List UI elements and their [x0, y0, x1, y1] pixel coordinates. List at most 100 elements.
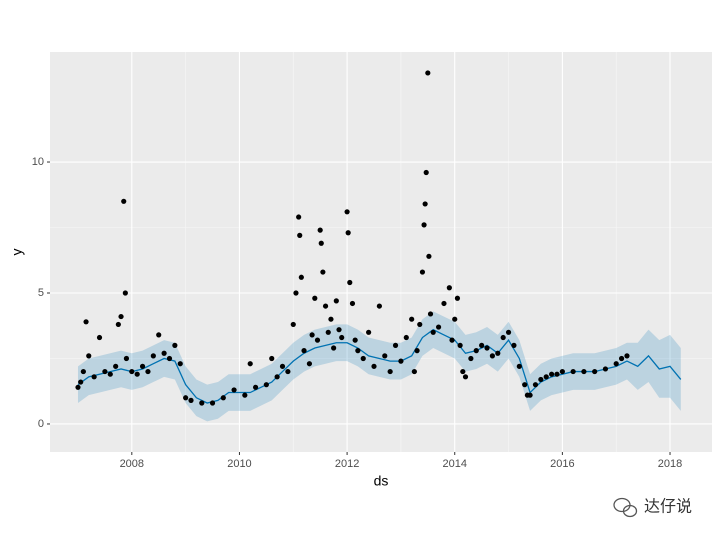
data-point	[231, 387, 237, 393]
data-point	[121, 198, 127, 204]
data-point	[344, 209, 350, 215]
data-point	[339, 334, 345, 341]
data-point	[252, 384, 259, 390]
data-point	[462, 374, 469, 380]
data-point	[78, 379, 84, 385]
data-point	[554, 371, 560, 377]
data-point	[527, 392, 533, 398]
data-point	[345, 230, 351, 236]
data-point	[522, 382, 528, 388]
data-point	[325, 329, 331, 335]
data-point	[247, 361, 253, 367]
watermark-icon	[613, 497, 638, 518]
data-point	[296, 214, 302, 220]
data-point	[441, 300, 447, 307]
marks	[75, 70, 682, 422]
data-point	[382, 353, 388, 359]
data-point	[398, 358, 404, 364]
data-point	[422, 201, 428, 207]
data-point	[495, 350, 501, 356]
data-point	[349, 300, 356, 307]
data-point	[333, 298, 339, 304]
data-point	[543, 374, 549, 380]
data-point	[269, 355, 275, 362]
data-point	[505, 329, 512, 335]
x-tick-label: 2014	[442, 458, 466, 470]
x-tick-label: 2010	[227, 458, 251, 470]
data-point	[306, 361, 313, 367]
data-point	[317, 227, 323, 233]
data-point	[613, 361, 619, 367]
data-point	[516, 363, 522, 369]
data-point	[75, 384, 81, 390]
data-point	[484, 345, 490, 351]
data-point	[414, 348, 420, 354]
data-point	[320, 269, 326, 275]
data-point	[421, 222, 427, 228]
data-point	[290, 321, 296, 328]
forecast-line	[77, 328, 682, 404]
data-point	[366, 329, 372, 335]
data-point	[570, 368, 576, 375]
data-point	[263, 382, 269, 388]
data-point	[581, 368, 587, 375]
data-point	[423, 169, 429, 176]
data-point	[549, 371, 555, 377]
data-point	[419, 269, 426, 275]
data-point	[425, 70, 431, 76]
data-point	[199, 400, 205, 406]
data-point	[209, 400, 216, 406]
data-point	[538, 376, 544, 383]
data-point	[96, 334, 103, 341]
data-point	[360, 355, 366, 362]
data-point	[314, 337, 321, 343]
y-tick-label: 10	[32, 156, 44, 168]
data-point	[392, 342, 399, 348]
data-point	[328, 316, 334, 322]
data-point	[129, 368, 135, 375]
data-point	[318, 240, 324, 246]
data-point	[83, 319, 89, 325]
data-point	[435, 324, 442, 330]
data-point	[403, 334, 409, 341]
data-point	[376, 303, 382, 309]
data-point	[602, 366, 609, 372]
x-axis-title: ds	[374, 473, 389, 489]
data-point	[312, 295, 318, 301]
data-point	[123, 355, 130, 362]
data-point	[309, 332, 315, 338]
data-point	[460, 368, 466, 375]
data-point	[427, 311, 434, 317]
data-point	[293, 290, 299, 296]
data-point	[220, 395, 226, 401]
data-point	[457, 342, 463, 348]
watermark: 达仔说	[644, 497, 692, 516]
y-tick-label: 0	[38, 418, 44, 430]
data-point	[115, 321, 121, 328]
x-tick-label: 2008	[120, 458, 144, 470]
data-point	[166, 355, 173, 362]
data-point	[452, 316, 458, 322]
panel	[50, 52, 712, 452]
data-point	[161, 350, 167, 356]
data-point	[322, 303, 329, 309]
data-point	[331, 345, 337, 351]
data-point	[387, 368, 393, 375]
data-point	[279, 363, 286, 369]
data-point	[86, 353, 92, 359]
data-point	[172, 342, 178, 348]
data-point	[468, 355, 474, 362]
data-point	[473, 348, 479, 354]
data-point	[242, 392, 248, 398]
data-point	[183, 395, 189, 401]
data-point	[409, 316, 415, 322]
y-axis-title: y	[9, 249, 25, 256]
data-point	[298, 274, 304, 280]
data-point	[113, 363, 119, 369]
data-point	[532, 382, 539, 388]
data-point	[122, 290, 128, 296]
data-point	[297, 232, 303, 238]
data-point	[371, 363, 377, 369]
